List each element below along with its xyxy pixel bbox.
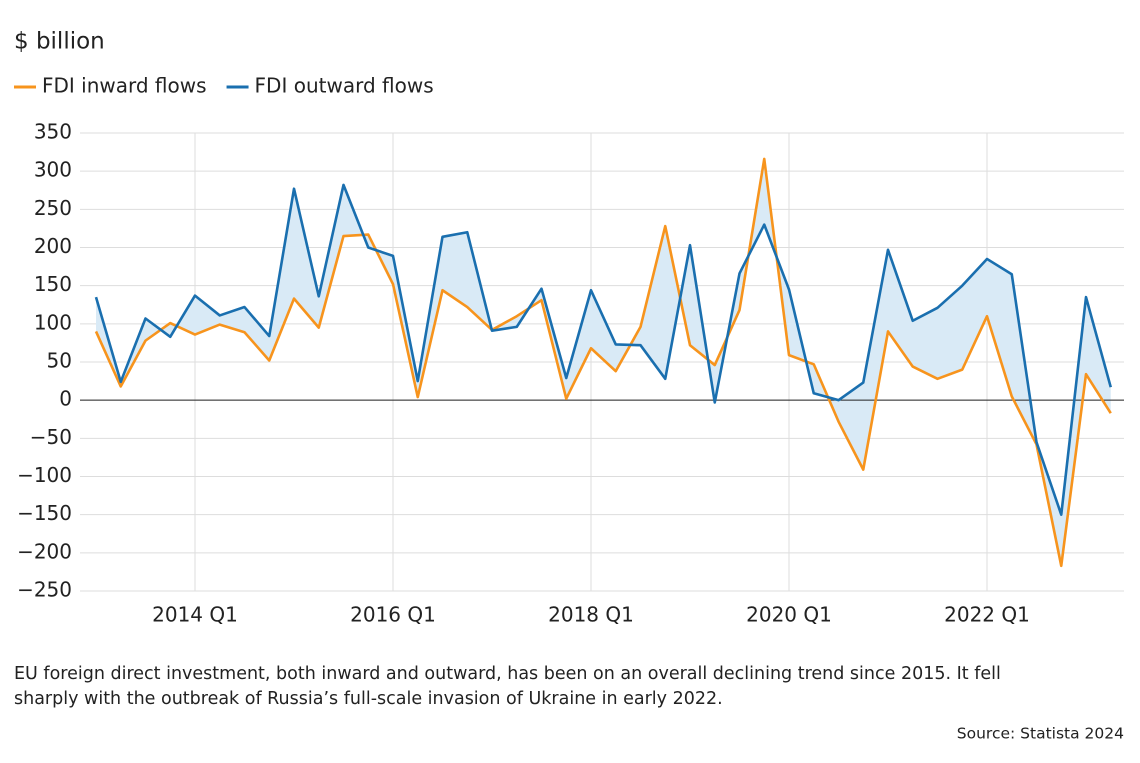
y-tick-label: 350 [34, 120, 72, 144]
x-tick-label: 2022 Q1 [944, 603, 1030, 627]
y-tick-label: 300 [34, 158, 72, 182]
y-axis-label: $ billion [14, 29, 105, 55]
source: Source: Statista 2024 [957, 725, 1124, 743]
legend-label: FDI inward flows [42, 74, 207, 98]
y-tick-label: 100 [34, 310, 72, 334]
x-tick-label: 2016 Q1 [350, 603, 436, 627]
y-tick-label: −150 [17, 501, 72, 525]
x-tick-label: 2018 Q1 [548, 603, 634, 627]
y-tick-label: −100 [17, 463, 72, 487]
caption-line: EU foreign direct investment, both inwar… [14, 664, 1001, 684]
series-line [94, 183, 1113, 516]
y-tick-label: 250 [34, 196, 72, 220]
series-line [94, 157, 1112, 568]
x-tick-label: 2014 Q1 [152, 603, 238, 627]
caption-line: sharply with the outbreak of Russia’s fu… [14, 689, 723, 709]
y-tick-label: 0 [59, 387, 72, 411]
y-tick-label: −50 [30, 425, 72, 449]
y-tick-label: 200 [34, 234, 72, 258]
y-tick-label: 150 [34, 272, 72, 296]
y-tick-label: 50 [47, 349, 72, 373]
y-tick-label: −200 [17, 539, 72, 563]
y-tick-label: −250 [17, 578, 72, 602]
legend-label: FDI outward flows [255, 74, 434, 98]
x-tick-label: 2020 Q1 [746, 603, 832, 627]
